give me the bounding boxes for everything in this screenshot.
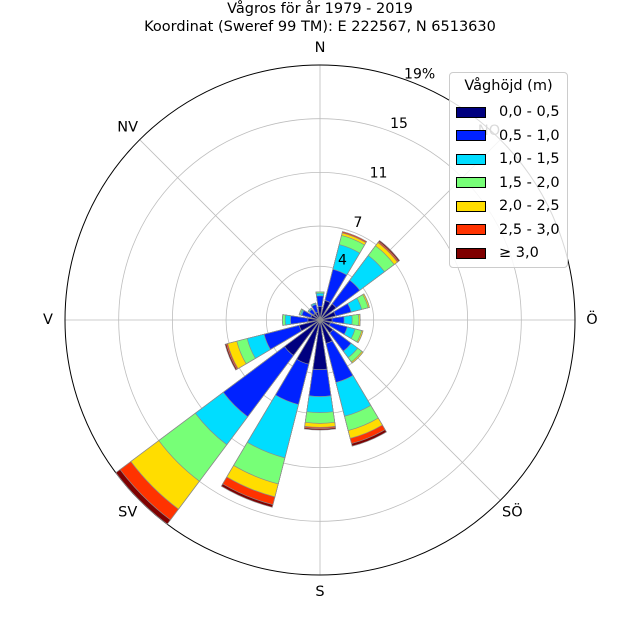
bar-segment (296, 319, 321, 365)
legend-item: 1,5 - 2,0 (456, 174, 560, 192)
radial-tick-label: 4 (338, 252, 347, 268)
direction-label: S (315, 584, 324, 600)
legend: Våghöjd (m) 0,0 - 0,5 0,5 - 1,0 1,0 - 1,5 1… (449, 72, 568, 268)
legend-label: ≥ 3,0 (499, 245, 539, 261)
direction-label: Ö (586, 310, 597, 328)
legend-title: Våghöjd (m) (464, 78, 553, 94)
grid-spoke (139, 139, 321, 321)
legend-swatch (456, 130, 486, 141)
legend-item: 1,0 - 1,5 (456, 150, 560, 168)
chart-title-line-2: Koordinat (Sweref 99 TM): E 222567, N 65… (144, 19, 496, 35)
outer-circle (64, 64, 576, 576)
legend-item: ≥ 3,0 (456, 244, 539, 262)
bar-segment (319, 319, 334, 334)
legend-label: 1,5 - 2,0 (499, 174, 560, 191)
bar-segment (313, 313, 321, 321)
bar-segment (319, 319, 331, 326)
legend-swatch (456, 224, 486, 235)
legend-item: 0,5 - 1,0 (456, 127, 560, 145)
direction-label: NV (117, 120, 138, 136)
legend-swatch (456, 177, 486, 188)
legend-swatch (456, 247, 486, 259)
bar-segment (319, 303, 337, 321)
bar-segment (315, 311, 321, 321)
direction-label: SV (118, 504, 137, 520)
legend-label: 2,0 - 2,5 (499, 198, 560, 214)
direction-label: V (43, 312, 53, 328)
sector-bars (115, 231, 401, 525)
bar-segment (319, 319, 333, 344)
legend-item: 0,0 - 0,5 (456, 103, 560, 121)
bar-segment (298, 319, 321, 332)
legend-label: 2,5 - 3,0 (499, 221, 560, 238)
legend-label: 1,0 - 1,5 (499, 151, 560, 167)
direction-label: N (315, 40, 326, 56)
bar-segment (319, 300, 331, 321)
bar-segment (284, 319, 321, 356)
legend-swatch (456, 200, 486, 212)
bar-segment (312, 319, 328, 371)
radial-tick-label: 7 (354, 215, 363, 231)
bar-segment (319, 317, 333, 323)
radial-tick-labels: 4 7 11 15 19% (338, 66, 435, 268)
bar-segment (319, 311, 337, 321)
radial-tick-label: 19% (404, 66, 435, 82)
bar-segment (317, 306, 323, 321)
chart-title: Vågros för år 1979 - 2019 Koordinat (Swe… (0, 0, 640, 36)
radial-tick-label: 15 (390, 116, 408, 132)
legend-label: 0,0 - 0,5 (499, 104, 560, 120)
legend-item: 2,0 - 2,5 (456, 197, 560, 215)
legend-swatch (456, 153, 486, 165)
bar-segment (307, 317, 321, 323)
radial-tick-label: 11 (370, 166, 388, 182)
legend-label: 0,5 - 1,0 (499, 127, 560, 144)
legend-swatch (456, 106, 486, 118)
direction-label: SÖ (502, 502, 523, 520)
legend-item: 2,5 - 3,0 (456, 221, 560, 239)
bar-segment (310, 314, 321, 321)
bar-segment (290, 315, 321, 325)
chart-title-line-1: Vågros för år 1979 - 2019 (227, 1, 413, 17)
